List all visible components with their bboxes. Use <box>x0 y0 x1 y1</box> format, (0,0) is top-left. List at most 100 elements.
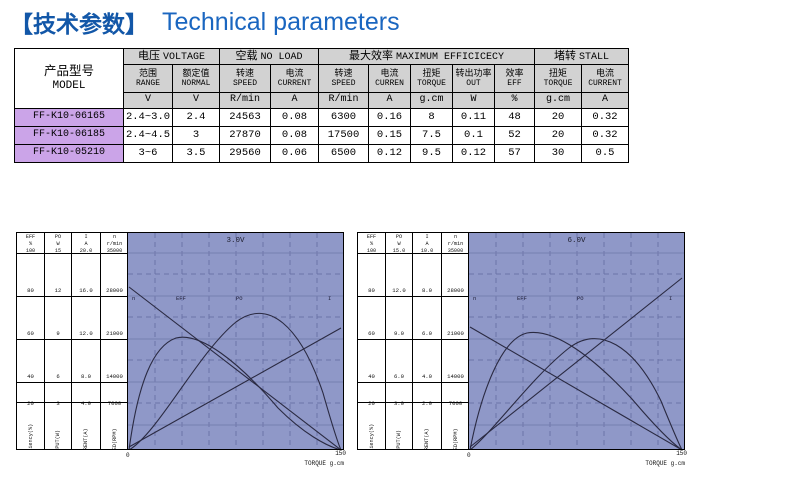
subheader-stall-torque-cn: 扭矩 <box>548 68 567 79</box>
chart-6v-label-eff: EFF <box>517 295 527 302</box>
chart-3v-po-tick-3: 3 <box>56 400 60 407</box>
subheader-eff-output: 转出功率 OUT <box>452 64 495 93</box>
chart-3v-po-tick-12: 12 <box>54 287 62 294</box>
table-group-header-row: 产品型号 MODEL 电压 VOLTAGE 空载 NO LOAD 最大效率 MAXIM… <box>14 48 629 109</box>
chart-6v-label-po: PO <box>577 295 584 302</box>
chart-3v-axis-eff: EFF % 100 80 60 40 20 Efficiency(%) <box>17 233 45 449</box>
model-header-cell: 产品型号 MODEL <box>14 48 124 109</box>
chart-3v-axis-n: n r/min 35000 28000 21000 14000 7000 SPE… <box>101 233 128 449</box>
unit-noload-speed: R/min <box>219 92 271 109</box>
table-row: FF-K10-06165 2.4~3.0 2.4 24563 0.08 6300… <box>14 108 629 127</box>
chart-6v-i-tick-4: 4.0 <box>421 373 433 380</box>
cell-stall-current: 0.32 <box>581 126 629 145</box>
subheader-range: 范围 RANGE <box>123 64 173 93</box>
subheader-eff-speed-cn: 转速 <box>334 68 353 79</box>
cell-eff-output: 0.11 <box>452 108 495 127</box>
cell-stall-current: 0.32 <box>581 108 629 127</box>
chart-6v-minor-grid <box>469 252 684 426</box>
unit-eff-output: W <box>452 92 495 109</box>
chart-3v-axis-i: I A 20.0 16.0 12.0 8.0 4.0 CURRENT(A) <box>72 233 101 449</box>
cell-voltage-normal: 2.4 <box>172 108 220 127</box>
group-stall-chinese: 堵转 <box>553 48 576 62</box>
cell-stall-torque: 30 <box>534 144 582 163</box>
table-row: FF-K10-05210 3~6 3.5 29560 0.06 6500 0.1… <box>14 144 629 163</box>
chart-3v-n-tick-21000: 21000 <box>106 330 123 337</box>
chart-6v-curve-output <box>470 338 683 449</box>
table-unit-row: V V R/min A R/min A g.cm W % g.cm A <box>15 92 629 109</box>
chart-3v-i-tick-12: 12.0 <box>79 330 93 337</box>
group-voltage-chinese: 电压 <box>137 48 160 62</box>
cell-eff-efficiency: 57 <box>494 144 535 163</box>
cell-stall-torque: 20 <box>534 108 582 127</box>
chart-3v-label-eff: EFF <box>176 295 186 302</box>
cell-noload-speed: 29560 <box>219 144 271 163</box>
chart-3v-n-tick-28000: 28000 <box>106 287 123 294</box>
chart-3v-title: 3.0V <box>226 237 245 245</box>
chart-3v-i-vertical: CURRENT(A) <box>72 402 100 449</box>
chart-3v-n-vertical: SPEED(RPM) <box>101 402 128 449</box>
cell-eff-current: 0.16 <box>368 108 411 127</box>
cell-eff-speed: 6300 <box>318 108 369 127</box>
table-sub-header-row: 范围 RANGE 额定值 NORMAL 转速 SPEED 电流 CURRENT … <box>15 64 629 93</box>
model-name: FF-K10-06185 <box>14 126 124 145</box>
group-max-efficiency-chinese: 最大效率 <box>348 48 393 62</box>
group-header-no-load: 空载 NO LOAD <box>219 48 319 65</box>
subheader-eff-speed-en: SPEED <box>331 79 356 89</box>
chart-6v-po-vertical: OUTPUT(W) <box>386 402 412 449</box>
group-voltage-english: VOLTAGE <box>162 51 205 63</box>
unit-eff-current: A <box>368 92 411 109</box>
chart-6v-x-origin: 0 <box>467 452 471 459</box>
chart-6v-po-tick-9: 9.0 <box>393 330 405 337</box>
page-title: 【技术参数】 Technical parameters <box>10 2 400 42</box>
subheader-eff-efficiency-en: EFF <box>507 79 522 89</box>
subheader-stall-current-en: CURRENT <box>588 79 622 89</box>
cell-noload-speed: 24563 <box>219 108 271 127</box>
model-name: FF-K10-06165 <box>14 108 124 127</box>
chart-6v-axis-i: I A 10.0 8.0 6.0 4.0 2.0 CURRENT(A) <box>413 233 442 449</box>
table-row: FF-K10-06185 2.4~4.5 3 27870 0.08 17500 … <box>14 126 629 145</box>
chart-6v-eff-tick-60: 60 <box>368 330 375 337</box>
chart-6v-axis-n: n r/min 35000 28000 21000 14000 7000 SPE… <box>442 233 469 449</box>
chart-3v-eff-tick-80: 80 <box>27 287 34 294</box>
chart-6v-curve-current <box>469 277 683 448</box>
unit-noload-current: A <box>270 92 319 109</box>
unit-eff-torque: g.cm <box>410 92 453 109</box>
chart-3v-label-po: PO <box>236 295 243 302</box>
chart-3v-po-tick-9: 9 <box>56 330 60 337</box>
chart-6v-axis-n-head: n r/min 35000 <box>447 234 464 254</box>
chart-6v-x-max: 150 <box>676 450 687 457</box>
subheader-eff-torque-en: TORQUE <box>417 79 446 89</box>
group-header-voltage: 电压 VOLTAGE <box>123 48 220 65</box>
chart-6v-axis-po-head: PO W 15.0 <box>392 234 406 254</box>
chart-3v-eff-tick-40: 40 <box>27 373 34 380</box>
subheader-eff-current-cn: 电流 <box>380 68 399 79</box>
cell-eff-efficiency: 52 <box>494 126 535 145</box>
cell-eff-current: 0.12 <box>368 144 411 163</box>
subheader-eff-torque-cn: 扭矩 <box>422 68 441 79</box>
chart-6v-po-tick-3: 3.0 <box>393 400 405 407</box>
group-header-max-efficiency: 最大效率 MAXIMUM EFFICICECY <box>318 48 535 65</box>
cell-eff-speed: 6500 <box>318 144 369 163</box>
chart-6v-eff-tick-20: 20 <box>368 400 375 407</box>
chart-6v-title: 6.0V <box>567 237 586 245</box>
subheader-normal-en: NORMAL <box>181 79 211 89</box>
unit-stall-current: A <box>581 92 629 109</box>
chart-6v-axis-po: PO W 15.0 12.0 9.0 6.0 3.0 OUTPUT(W) <box>386 233 413 449</box>
chart-3v-axis-i-head: I A 20.0 <box>79 234 93 254</box>
unit-eff-efficiency: % <box>494 92 535 109</box>
subheader-range-cn: 范围 <box>138 68 157 79</box>
chart-3v-axis-eff-head: EFF % 100 <box>25 234 36 254</box>
chart-3v-i-tick-16: 16.0 <box>79 287 93 294</box>
chart-6v-axis-eff: EFF % 100 80 60 40 20 Efficiency(%) <box>358 233 386 449</box>
chart-6v-po-tick-12: 12.0 <box>392 287 406 294</box>
subheader-range-en: RANGE <box>135 79 160 89</box>
chart-6v-eff-tick-80: 80 <box>368 287 375 294</box>
chart-6v-label-i: I <box>669 295 673 302</box>
cell-noload-current: 0.08 <box>270 108 319 127</box>
chart-3v-plot-area: 3.0V n EFF PO I <box>128 232 344 450</box>
chart-3v-x-axis-label: TORQUE g.cm <box>304 460 344 467</box>
group-no-load-chinese: 空载 <box>235 48 258 62</box>
chart-6v-i-tick-6: 6.0 <box>421 330 433 337</box>
chart-6v-scale-block: EFF % 100 80 60 40 20 Efficiency(%) PO W… <box>357 232 469 450</box>
group-max-efficiency-english: MAXIMUM EFFICICECY <box>395 51 505 63</box>
